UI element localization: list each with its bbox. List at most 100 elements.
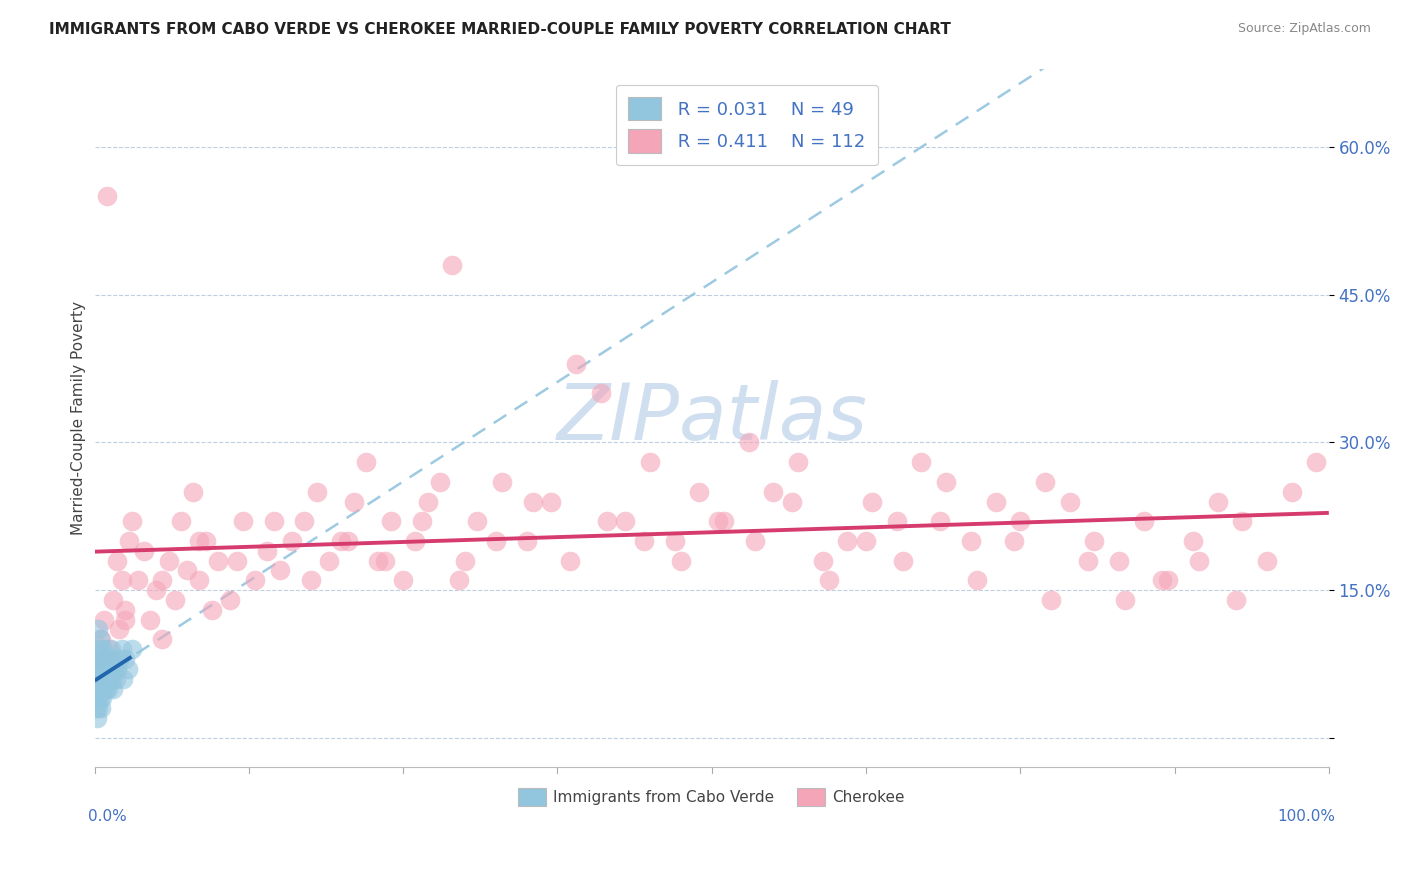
Point [100, 642, 122, 657]
Point [744, 533, 766, 548]
Point [117, 662, 139, 676]
Point [89, 632, 111, 647]
Point [256, 543, 278, 558]
Point [87, 642, 110, 657]
Point [1033, 475, 1056, 489]
Point [225, 553, 247, 567]
Point [90, 662, 112, 676]
Text: Source: ZipAtlas.com: Source: ZipAtlas.com [1237, 22, 1371, 36]
Point [1206, 494, 1229, 508]
Point [114, 652, 136, 666]
Point [837, 533, 859, 548]
Point [98, 672, 121, 686]
Point [105, 553, 128, 567]
Point [163, 593, 186, 607]
Point [966, 574, 988, 588]
Point [94, 662, 117, 676]
Point [465, 514, 488, 528]
Point [1157, 574, 1180, 588]
Point [891, 553, 914, 567]
Point [269, 564, 291, 578]
Point [157, 553, 180, 567]
Point [96, 672, 118, 686]
Point [1114, 593, 1136, 607]
Point [1182, 533, 1205, 548]
Point [354, 455, 377, 469]
Point [441, 258, 464, 272]
Text: IMMIGRANTS FROM CABO VERDE VS CHEROKEE MARRIED-COUPLE FAMILY POVERTY CORRELATION: IMMIGRANTS FROM CABO VERDE VS CHEROKEE M… [49, 22, 950, 37]
Point [318, 553, 340, 567]
Point [281, 533, 304, 548]
Point [935, 475, 957, 489]
Point [176, 564, 198, 578]
Point [139, 613, 162, 627]
Point [97, 681, 120, 696]
Point [111, 574, 134, 588]
Point [89, 652, 111, 666]
Point [614, 514, 637, 528]
Point [515, 533, 537, 548]
Point [118, 533, 141, 548]
Point [343, 494, 366, 508]
Point [96, 652, 118, 666]
Point [103, 662, 125, 676]
Point [707, 514, 730, 528]
Point [292, 514, 315, 528]
Point [738, 435, 761, 450]
Point [86, 691, 108, 706]
Point [336, 533, 359, 548]
Point [886, 514, 908, 528]
Point [1040, 593, 1063, 607]
Point [633, 533, 655, 548]
Point [910, 455, 932, 469]
Point [855, 533, 877, 548]
Point [93, 613, 115, 627]
Point [1281, 484, 1303, 499]
Point [1059, 494, 1081, 508]
Point [1305, 455, 1327, 469]
Point [84, 701, 107, 715]
Point [787, 455, 810, 469]
Point [596, 514, 619, 528]
Point [91, 681, 114, 696]
Point [219, 593, 242, 607]
Point [91, 672, 114, 686]
Point [374, 553, 396, 567]
Point [93, 672, 115, 686]
Point [1108, 553, 1130, 567]
Point [93, 652, 115, 666]
Point [111, 672, 134, 686]
Point [669, 553, 692, 567]
Point [90, 681, 112, 696]
Point [108, 623, 131, 637]
Point [1010, 514, 1032, 528]
Point [91, 691, 114, 706]
Point [207, 553, 229, 567]
Point [485, 533, 508, 548]
Point [404, 533, 426, 548]
Point [91, 652, 114, 666]
Point [121, 514, 143, 528]
Point [108, 652, 131, 666]
Point [243, 574, 266, 588]
Point [1188, 553, 1211, 567]
Point [299, 574, 322, 588]
Point [87, 681, 110, 696]
Point [305, 484, 328, 499]
Point [188, 574, 211, 588]
Point [90, 632, 112, 647]
Text: ZIPatlas: ZIPatlas [557, 380, 868, 456]
Point [91, 662, 114, 676]
Point [1256, 553, 1278, 567]
Point [127, 574, 149, 588]
Point [780, 494, 803, 508]
Point [90, 701, 112, 715]
Point [98, 642, 121, 657]
Point [87, 662, 110, 676]
Point [638, 455, 661, 469]
Point [380, 514, 402, 528]
Point [540, 494, 562, 508]
Point [330, 533, 353, 548]
Point [392, 574, 415, 588]
Point [1077, 553, 1099, 567]
